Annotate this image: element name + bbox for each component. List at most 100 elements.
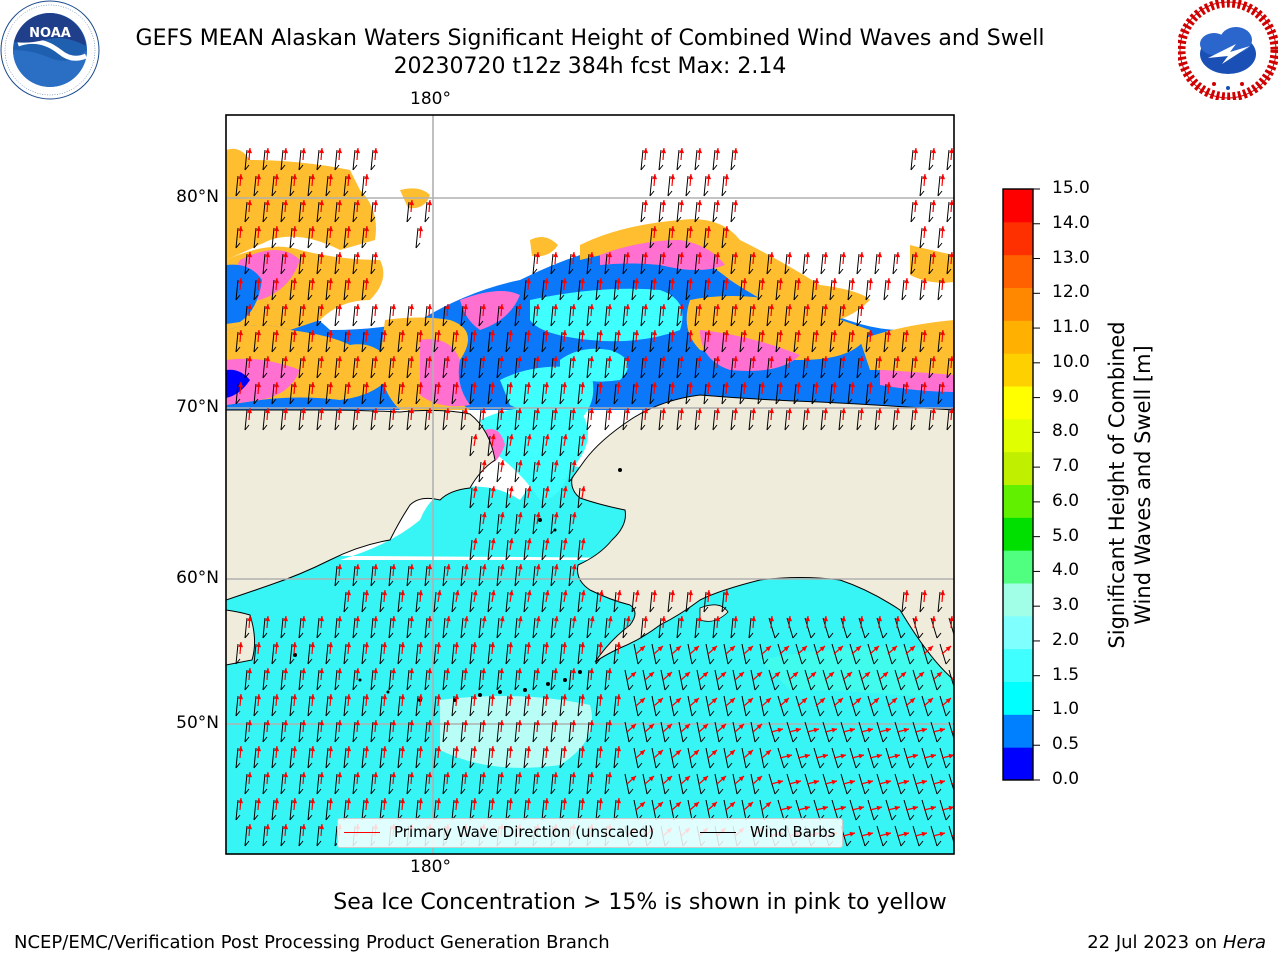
wave-arrow [535,355,541,369]
wind-barb [919,591,925,613]
wind-barb [298,357,304,379]
wind-barb [307,799,313,821]
wind-barb [469,383,475,405]
wind-barb [577,383,583,405]
wind-barb [244,201,250,223]
wave-arrow [571,459,577,473]
wave-arrow [238,641,244,655]
wave-arrow [535,771,541,785]
wave-arrow [310,381,316,395]
wind-barb [271,799,277,821]
wave-arrow [643,615,649,629]
wave-arrow [697,615,703,629]
wave-arrow [598,589,604,603]
wave-arrow [364,641,370,655]
wind-barb [777,643,789,665]
wind-barb [289,279,295,301]
wave-arrow [877,407,883,421]
wind-barb [775,383,781,405]
wind-barb [460,669,466,691]
wave-arrow [418,381,424,395]
wave-arrow [860,831,874,837]
wind-barb [406,721,412,743]
wind-barb [523,539,529,561]
wave-arrow [472,797,478,811]
wave-arrow [256,329,262,343]
wind-barb [316,357,322,379]
wind-barb [865,331,871,353]
wave-arrow [373,407,379,421]
wind-barb [514,617,520,639]
wind-barb [604,305,610,327]
wind-barb [424,357,430,379]
wave-arrow [922,329,928,343]
wind-barb [595,747,601,769]
wind-barb [325,227,331,249]
wind-barb [469,747,475,769]
wave-arrow [508,693,514,707]
wave-arrow [427,563,433,577]
wind-barb [703,227,709,249]
wave-arrow [832,381,838,395]
wind-barb [937,279,943,301]
wave-arrow [949,251,954,265]
wind-barb [514,305,520,327]
wind-barb [766,357,772,379]
wave-arrow [508,329,514,343]
wave-arrow [626,671,637,681]
wave-arrow [337,615,343,629]
wave-arrow [355,355,361,369]
wave-arrow [850,277,856,291]
wave-arrow [391,771,397,785]
wind-barb [271,331,277,353]
wave-arrow [265,147,271,161]
wave-arrow [283,199,289,213]
wind-barb [712,201,718,223]
wind-barb [874,253,880,275]
wind-barb [343,643,349,665]
wind-barb [550,513,556,535]
wind-barb [676,409,682,431]
wind-barb [307,279,313,301]
wind-barb [388,617,394,639]
wind-barb [946,357,952,379]
wave-arrow [859,303,865,317]
wave-arrow [238,225,244,239]
wind-barb [939,643,951,665]
wind-barb [487,539,493,561]
wave-arrow [671,645,682,655]
wind-barb [559,643,565,665]
wave-arrow [553,511,559,525]
wave-arrow [787,303,793,317]
wave-arrow [373,667,379,681]
wave-arrow [292,225,298,239]
wave-arrow [859,615,865,629]
wave-arrow [499,771,505,785]
wave-arrow [499,459,505,473]
wave-arrow [905,645,916,655]
wave-arrow [310,693,316,707]
wave-arrow [679,147,685,161]
wave-arrow [436,381,442,395]
wind-barb [829,331,835,353]
wave-arrow [454,693,460,707]
wave-arrow [337,199,343,213]
wave-arrow [688,329,694,343]
wave-arrow [869,645,880,655]
wind-barb [685,591,691,613]
wind-barb [721,279,727,301]
wind-barb [388,409,394,431]
wave-arrow [752,723,763,733]
wind-barb [586,409,592,431]
wind-barb [532,357,538,379]
wave-arrow [301,303,307,317]
wind-barb [676,201,682,223]
wave-arrow [742,329,748,343]
wind-barb [928,253,934,275]
wind-barb [343,279,349,301]
wind-barb [694,617,700,639]
wave-arrow [580,745,586,759]
wind-barb [487,487,493,509]
wind-barb [640,201,646,223]
wave-arrow [580,797,586,811]
